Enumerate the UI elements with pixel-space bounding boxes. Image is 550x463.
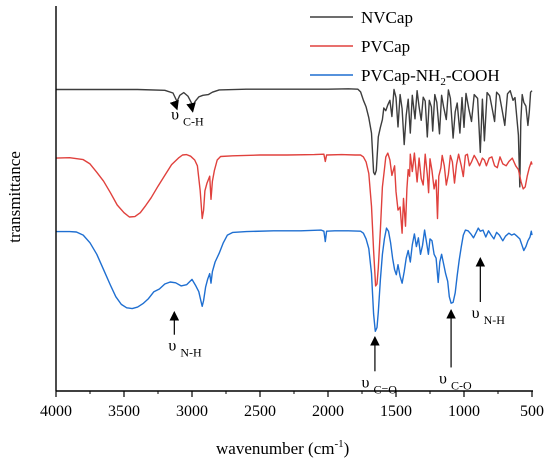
x-axis-ticks: 4000 3500 3000 2500 2000 1500 1000 500 xyxy=(40,391,544,420)
spectra-group xyxy=(55,88,533,332)
x-tick-label-3500: 3500 xyxy=(108,403,140,420)
legend-label-pvcap-nh2-cooh: PVCap-NH2-COOH xyxy=(361,66,500,88)
x-tick-label-1000: 1000 xyxy=(448,403,480,420)
annotation-label-2: υ C=O xyxy=(362,374,398,396)
annotation-label-1: υ N-H xyxy=(168,338,202,360)
legend-label-pvcap: PVCap xyxy=(361,37,410,56)
annotation-arrow xyxy=(169,99,179,111)
legend: NVCap PVCap PVCap-NH2-COOH xyxy=(310,8,500,88)
legend-label-sub: 2 xyxy=(440,76,446,88)
legend-label-main: PVCap-NH xyxy=(361,66,440,85)
x-tick-label-2500: 2500 xyxy=(244,403,276,420)
x-tick-label-4000: 4000 xyxy=(40,403,72,420)
x-axis-label: wavenumber (cm-1) xyxy=(216,438,349,458)
annotation-label-3: υ C-O xyxy=(439,370,472,392)
annotation-label-4: υ N-H xyxy=(472,305,506,327)
annotation-arrow xyxy=(186,102,196,113)
y-axis-label: transmittance xyxy=(5,151,24,243)
peak-annotations: υ C-H υ N-H υ C=O υ C-O υ N-H xyxy=(168,99,506,396)
x-tick-label-500: 500 xyxy=(520,403,544,420)
legend-label-nvcap: NVCap xyxy=(361,8,413,27)
annotation-label-0: υ C-H xyxy=(171,107,204,129)
x-tick-label-1500: 1500 xyxy=(380,403,412,420)
legend-label-tail: -COOH xyxy=(446,66,500,85)
x-tick-label-2000: 2000 xyxy=(312,403,344,420)
series-line-pvcap xyxy=(55,152,533,287)
series-line-nvcap xyxy=(56,88,533,188)
x-tick-label-3000: 3000 xyxy=(176,403,208,420)
series-line-pvcap-nh2-cooh xyxy=(56,227,533,332)
x-axis-label-sup: -1 xyxy=(334,438,343,450)
x-axis-label-main: wavenumber (cm xyxy=(216,439,334,458)
x-axis-label-close: ) xyxy=(344,439,350,458)
